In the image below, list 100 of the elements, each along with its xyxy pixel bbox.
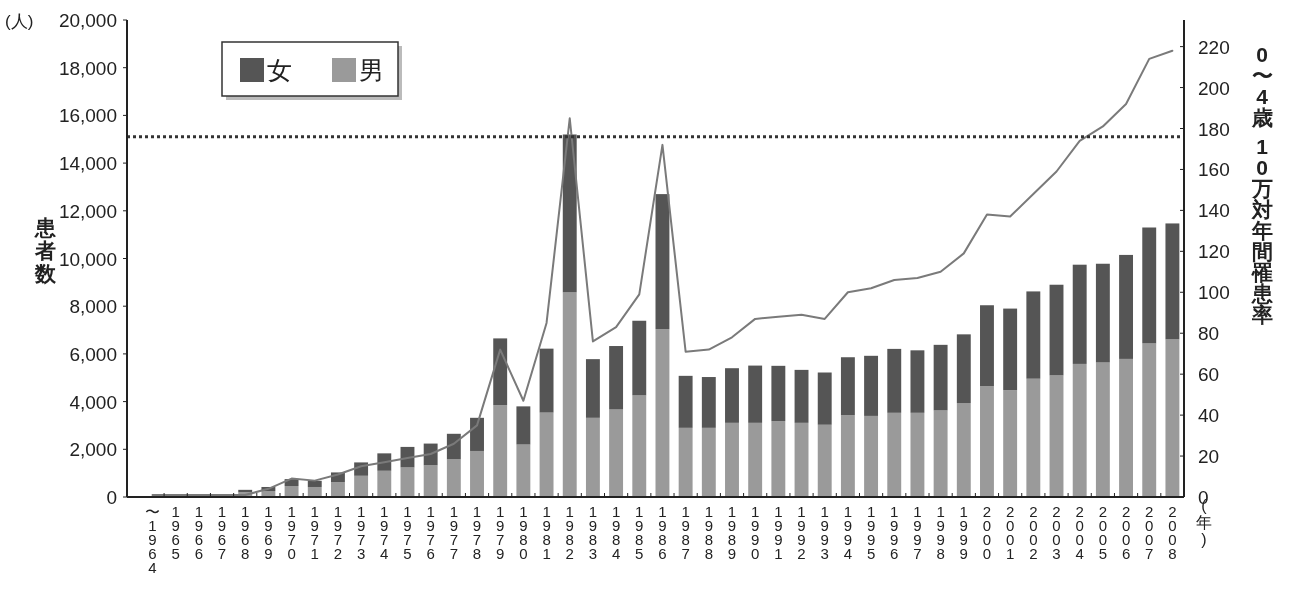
y2-tick-label: 100	[1198, 282, 1230, 304]
x-tick-label: 1988	[704, 503, 713, 562]
bar	[887, 412, 902, 497]
bar	[956, 334, 971, 404]
legend-label: 女	[267, 56, 292, 84]
bar	[1026, 291, 1041, 379]
bar	[330, 482, 345, 497]
x-tick-label: 2000	[982, 503, 992, 562]
bar	[725, 422, 739, 497]
x-tick-label: 1966	[194, 503, 204, 562]
y2-tick-label: 140	[1198, 200, 1230, 222]
y-tick-label: 16,000	[58, 105, 117, 127]
bar	[493, 405, 508, 497]
bar	[817, 424, 832, 497]
y-tick-label: 2,000	[69, 439, 117, 461]
x-tick-label: 1975	[403, 503, 412, 562]
bar	[585, 417, 600, 497]
bar	[1003, 390, 1018, 497]
x-tick-label: 1986	[658, 503, 667, 562]
bar	[725, 368, 739, 423]
x-tick-label: 2001	[1005, 503, 1015, 562]
bar	[470, 450, 484, 497]
bar	[1003, 308, 1018, 391]
bar	[1049, 284, 1064, 376]
y2-tick-label: 60	[1198, 364, 1220, 386]
bar	[1095, 362, 1110, 497]
bar	[539, 348, 554, 413]
bar	[1119, 254, 1134, 359]
bar	[910, 350, 925, 413]
y2-tick-label: 200	[1198, 77, 1230, 99]
bar	[423, 465, 438, 497]
bar	[516, 406, 531, 445]
bar	[678, 375, 693, 428]
y2-tick-label: 120	[1198, 241, 1230, 263]
bar	[284, 486, 299, 497]
bar	[307, 486, 322, 497]
bar	[1142, 227, 1157, 344]
x-tick-label: 1987	[681, 503, 690, 562]
x-tick-label: 2007	[1145, 503, 1154, 562]
x-tick-label: 1978	[472, 503, 482, 562]
x-tick-label: 1971	[310, 503, 319, 562]
bar	[840, 357, 855, 416]
bar	[1072, 363, 1087, 497]
bar	[794, 369, 809, 423]
y-tick-label: 8,000	[69, 296, 117, 318]
x-tick-label: 1976	[426, 503, 435, 562]
x-tick-label: 1980	[519, 503, 528, 562]
y-tick-label: 0	[106, 487, 117, 508]
bar	[1165, 339, 1180, 497]
y-tick-label: 12,000	[58, 200, 117, 222]
y-axis-title: 患者数	[33, 216, 57, 285]
x-tick-label: 2003	[1052, 503, 1061, 562]
bar	[678, 427, 693, 497]
bar	[794, 422, 809, 497]
y-tick-label: 6,000	[69, 343, 117, 365]
x-tick-label: 2004	[1075, 503, 1084, 562]
text: 0〜4歳 10万対年間罹患率	[1251, 43, 1273, 326]
x-tick-label: 2002	[1029, 503, 1038, 562]
x-tick-label: 1968	[241, 503, 250, 562]
y2-tick-label: 180	[1198, 118, 1230, 140]
bar	[933, 344, 948, 411]
x-tick-label: 1983	[588, 503, 598, 562]
x-tick-label: 1992	[797, 503, 806, 562]
bar	[1026, 378, 1041, 497]
y-tick-label: 18,000	[58, 57, 117, 79]
y-tick-label: 10,000	[58, 248, 117, 270]
x-tick-label: 1996	[890, 503, 899, 562]
y2-tick-label: 40	[1198, 405, 1220, 427]
y2-tick-label: 20	[1198, 446, 1220, 468]
bar	[539, 412, 554, 497]
text: (人)	[5, 12, 34, 31]
bar	[980, 386, 994, 497]
bar	[840, 415, 855, 497]
bar	[632, 395, 647, 497]
bar	[562, 134, 577, 293]
x-tick-label: 2008	[1168, 503, 1177, 562]
bar	[1095, 263, 1110, 363]
x-tick-label: 1997	[913, 503, 922, 562]
bar	[354, 475, 369, 497]
bar	[585, 359, 600, 418]
x-tick-label: 1973	[356, 503, 366, 562]
bar	[956, 403, 971, 497]
bar	[933, 410, 948, 497]
bar	[1165, 223, 1180, 340]
bar	[980, 305, 994, 387]
bar	[655, 329, 670, 497]
bar	[562, 292, 577, 497]
x-tick-label: 1972	[333, 503, 343, 562]
bar	[470, 417, 484, 451]
x-tick-label: 1965	[171, 503, 180, 562]
x-tick-label: 1991	[774, 503, 783, 562]
x-tick-label: 1998	[936, 503, 945, 562]
bar	[516, 444, 531, 497]
x-tick-label: 1995	[866, 503, 876, 562]
bar	[817, 372, 832, 425]
legend-label: 男	[359, 56, 384, 84]
bar	[1142, 343, 1157, 497]
x-tick-label: 1982	[565, 503, 574, 562]
bar	[864, 415, 879, 497]
bar	[748, 365, 763, 423]
